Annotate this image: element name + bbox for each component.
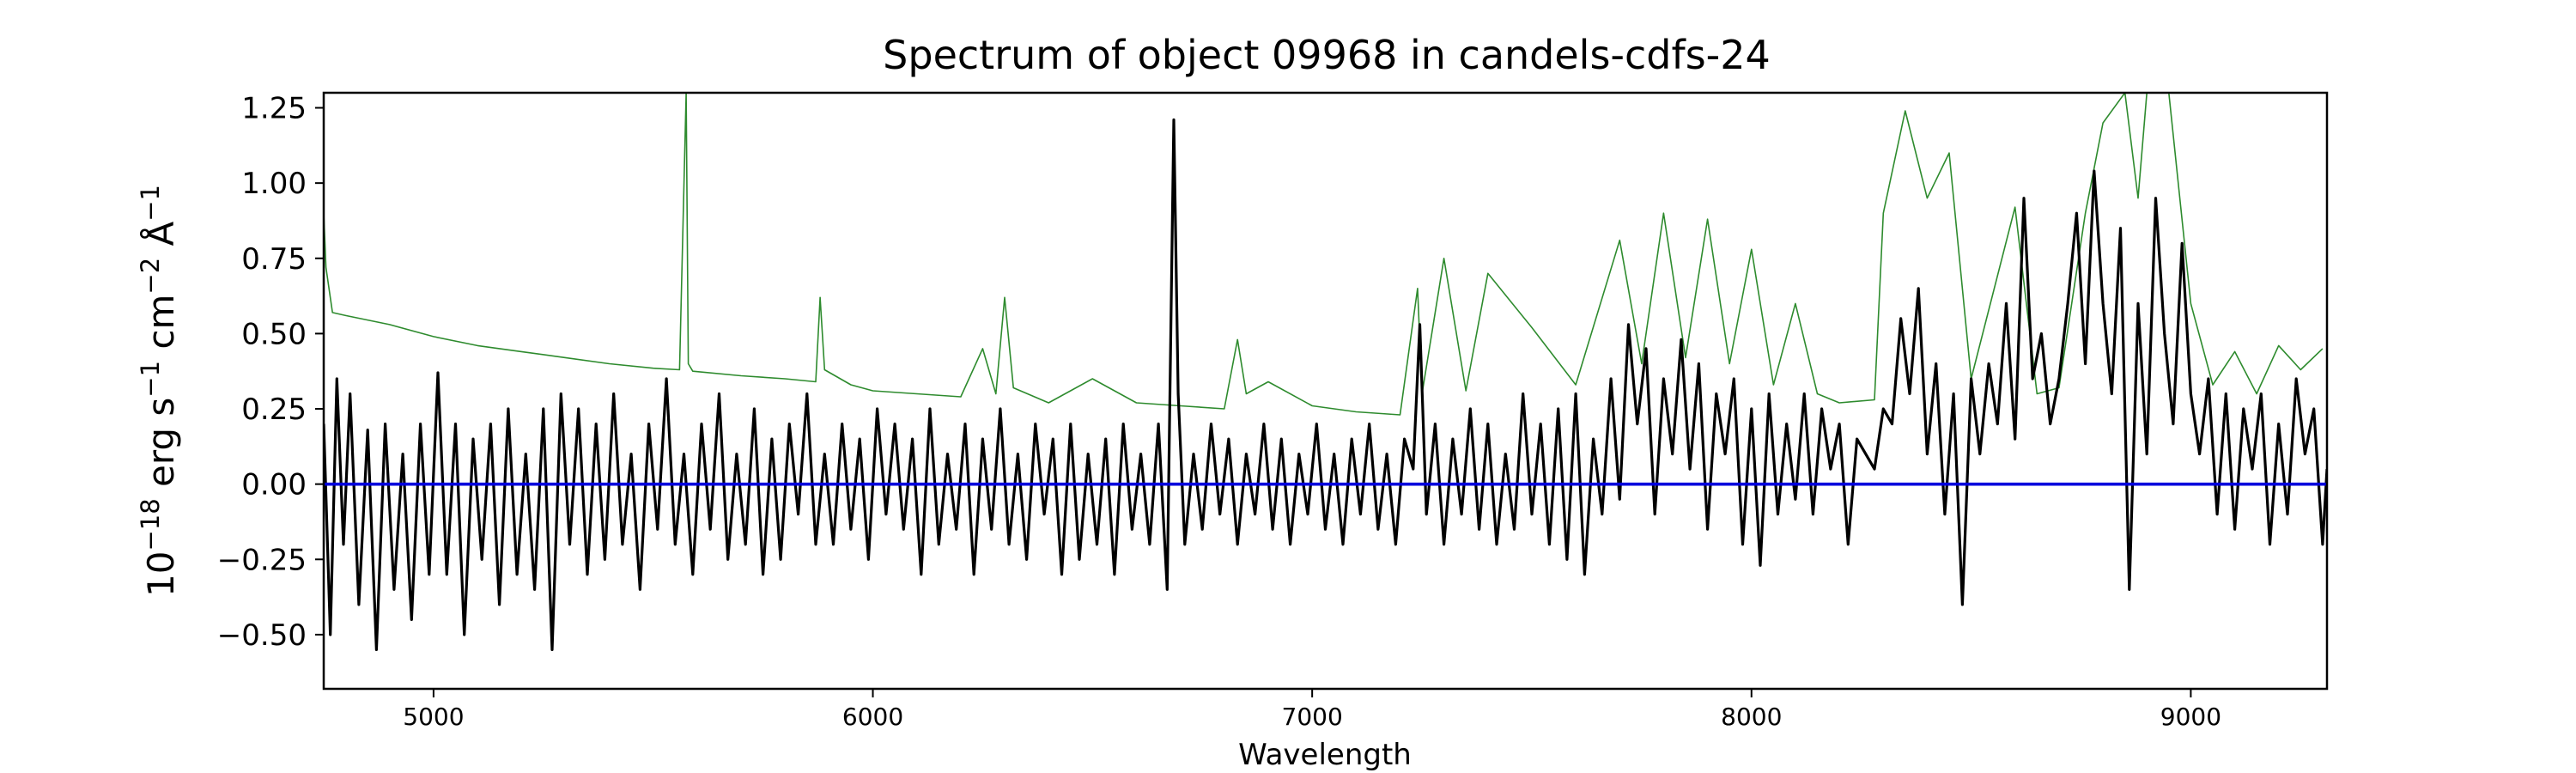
series-flux-line xyxy=(324,118,2327,652)
x-tick-label: 7000 xyxy=(1282,703,1343,731)
x-tick-label: 9000 xyxy=(2160,703,2221,731)
y-tick-label: −0.25 xyxy=(217,543,307,577)
plot-area xyxy=(324,93,2327,652)
x-axis: 5000 6000 7000 8000 9000 xyxy=(403,689,2221,731)
y-label-exp1: −18 xyxy=(136,498,165,551)
y-tick-label: 1.00 xyxy=(241,167,307,201)
y-tick-label: 0.25 xyxy=(241,393,307,427)
y-label-base: 10 xyxy=(140,551,182,597)
y-tick-label: 1.25 xyxy=(241,92,307,126)
x-axis-label: Wavelength xyxy=(1238,738,1412,772)
y-axis: −0.50 −0.25 0.00 0.25 0.50 0.75 1.00 1.25 xyxy=(217,92,324,653)
y-label-unit3: Å xyxy=(139,222,182,258)
y-label-exp4: −1 xyxy=(136,185,165,222)
y-label-exp2: −1 xyxy=(136,361,165,398)
x-tick-label: 8000 xyxy=(1721,703,1782,731)
y-axis-label: 10−18 erg s−1 cm−2 Å−1 xyxy=(136,185,182,597)
y-tick-label: 0.75 xyxy=(241,242,307,277)
y-label-unit1: erg s xyxy=(140,398,182,499)
series-error-line xyxy=(324,93,2324,416)
x-tick-label: 5000 xyxy=(403,703,464,731)
chart-title: Spectrum of object 09968 in candels-cdfs… xyxy=(883,32,1771,78)
y-label-unit2: cm xyxy=(140,295,182,361)
x-tick-label: 6000 xyxy=(842,703,903,731)
plot-frame xyxy=(322,91,2329,691)
y-tick-label: 0.50 xyxy=(241,317,307,351)
y-label-exp3: −2 xyxy=(136,258,165,295)
y-tick-label: 0.00 xyxy=(241,468,307,502)
y-tick-label: −0.50 xyxy=(217,618,307,653)
